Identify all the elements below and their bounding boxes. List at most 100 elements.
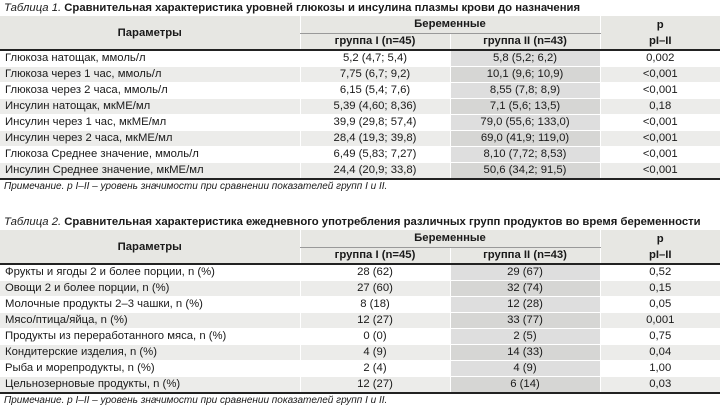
table-2-block: Таблица 2. Сравнительная характеристика … xyxy=(0,214,720,408)
header-group-1: группа I (n=45) xyxy=(299,33,450,51)
table-1-caption: Таблица 1. Сравнительная характеристика … xyxy=(0,0,720,16)
header-params: Параметры xyxy=(0,230,300,265)
table-2-body: Фрукты и ягоды 2 и более порции, n (%) 28… xyxy=(0,263,720,392)
row-group-2-value: 14 (33) xyxy=(449,343,600,360)
header-pregnant: Беременные xyxy=(299,16,600,34)
header-group-2: группа II (n=43) xyxy=(449,247,600,265)
row-p-value: 0,15 xyxy=(599,279,720,296)
row-group-1-value: 39,9 (29,8; 57,4) xyxy=(299,113,450,130)
table-row: Инсулин через 2 часа, мкМЕ/мл 28,4 (19,3;… xyxy=(0,129,720,146)
table-2-caption-number: Таблица 2. xyxy=(4,216,62,228)
row-group-2-value: 6 (14) xyxy=(449,375,600,392)
row-group-1-value: 2 (4) xyxy=(299,359,450,376)
row-group-2-value: 50,6 (34,2; 91,5) xyxy=(449,161,600,178)
header-pregnant: Беременные xyxy=(299,230,600,248)
row-p-value: 1,00 xyxy=(599,359,720,376)
table-row: Кондитерские изделия, n (%) 4 (9) 14 (33) 0… xyxy=(0,343,720,360)
row-parameter: Глюкоза натощак, ммоль/л xyxy=(0,49,300,66)
table-row: Глюкоза натощак, ммоль/л 5,2 (4,7; 5,4) 5,… xyxy=(0,49,720,66)
row-group-1-value: 5,39 (4,60; 8,36) xyxy=(299,97,450,114)
row-group-1-value: 12 (27) xyxy=(299,375,450,392)
row-parameter: Цельнозерновые продукты, n (%) xyxy=(0,375,300,392)
row-p-value: <0,001 xyxy=(599,161,720,178)
row-p-value: <0,001 xyxy=(599,145,720,162)
row-p-value: 0,05 xyxy=(599,295,720,312)
header-group-1: группа I (n=45) xyxy=(299,247,450,265)
row-p-value: 0,52 xyxy=(599,263,720,280)
row-parameter: Овощи 2 и более порции, n (%) xyxy=(0,279,300,296)
row-group-2-value: 2 (5) xyxy=(449,327,600,344)
table-row: Рыба и морепродукты, n (%) 2 (4) 4 (9) 1,00 xyxy=(0,359,720,376)
row-p-value: 0,04 xyxy=(599,343,720,360)
row-group-1-value: 6,49 (5,83; 7,27) xyxy=(299,145,450,162)
row-group-1-value: 5,2 (4,7; 5,4) xyxy=(299,49,450,66)
table-1-caption-number: Таблица 1. xyxy=(4,2,62,14)
row-group-2-value: 8,10 (7,72; 8,53) xyxy=(449,145,600,162)
table-row: Глюкоза через 1 час, ммоль/л 7,75 (6,7; 9… xyxy=(0,65,720,82)
table-row: Инсулин через 1 час, мкМЕ/мл 39,9 (29,8; … xyxy=(0,113,720,130)
row-parameter: Молочные продукты 2–3 чашки, n (%) xyxy=(0,295,300,312)
row-parameter: Инсулин натощак, мкМЕ/мл xyxy=(0,97,300,114)
table-row: Инсулин натощак, мкМЕ/мл 5,39 (4,60; 8,36… xyxy=(0,97,720,114)
table-row: Глюкоза через 2 часа, ммоль/л 6,15 (5,4; … xyxy=(0,81,720,98)
table-row: Молочные продукты 2–3 чашки, n (%) 8 (18)… xyxy=(0,295,720,312)
row-parameter: Инсулин через 2 часа, мкМЕ/мл xyxy=(0,129,300,146)
row-group-2-value: 32 (74) xyxy=(449,279,600,296)
row-group-2-value: 10,1 (9,6; 10,9) xyxy=(449,65,600,82)
table-row: Цельнозерновые продукты, n (%) 12 (27) 6 (… xyxy=(0,375,720,392)
table-row: Фрукты и ягоды 2 и более порции, n (%) 28… xyxy=(0,263,720,280)
row-group-1-value: 8 (18) xyxy=(299,295,450,312)
table-row: Глюкоза Среднее значение, ммоль/л 6,49 (5… xyxy=(0,145,720,162)
row-group-2-value: 29 (67) xyxy=(449,263,600,280)
row-group-2-value: 5,8 (5,2; 6,2) xyxy=(449,49,600,66)
row-group-2-value: 33 (77) xyxy=(449,311,600,328)
row-parameter: Глюкоза через 1 час, ммоль/л xyxy=(0,65,300,82)
table-1-caption-title: Сравнительная характеристика уровней глю… xyxy=(64,2,581,14)
row-parameter: Кондитерские изделия, n (%) xyxy=(0,343,300,360)
row-group-2-value: 79,0 (55,6; 133,0) xyxy=(449,113,600,130)
row-group-2-value: 69,0 (41,9; 119,0) xyxy=(449,129,600,146)
table-row: Овощи 2 и более порции, n (%) 27 (60) 32 (… xyxy=(0,279,720,296)
table-row: Продукты из переработанного мяса, n (%) 0… xyxy=(0,327,720,344)
row-p-value: <0,001 xyxy=(599,113,720,130)
header-params: Параметры xyxy=(0,16,300,51)
row-parameter: Глюкоза через 2 часа, ммоль/л xyxy=(0,81,300,98)
row-parameter: Глюкоза Среднее значение, ммоль/л xyxy=(0,145,300,162)
row-parameter: Фрукты и ягоды 2 и более порции, n (%) xyxy=(0,263,300,280)
table-1-body: Глюкоза натощак, ммоль/л 5,2 (4,7; 5,4) 5,… xyxy=(0,49,720,178)
table-1-note: Примечание. p I–II – уровень значимости … xyxy=(0,178,720,194)
row-p-value: 0,001 xyxy=(599,311,720,328)
row-parameter: Рыба и морепродукты, n (%) xyxy=(0,359,300,376)
table-2-note: Примечание. p I–II – уровень значимости … xyxy=(0,392,720,408)
header-p-sub: pI–II xyxy=(599,247,720,265)
header-group-2: группа II (n=43) xyxy=(449,33,600,51)
row-group-1-value: 28 (62) xyxy=(299,263,450,280)
row-group-1-value: 6,15 (5,4; 7,6) xyxy=(299,81,450,98)
header-p: p xyxy=(599,230,720,247)
table-1-block: Таблица 1. Сравнительная характеристика … xyxy=(0,0,720,194)
header-p-sub: pI–II xyxy=(599,33,720,51)
row-parameter: Инсулин Среднее значение, мкМЕ/мл xyxy=(0,161,300,178)
row-parameter: Инсулин через 1 час, мкМЕ/мл xyxy=(0,113,300,130)
row-p-value: 0,75 xyxy=(599,327,720,344)
row-parameter: Мясо/птица/яйца, n (%) xyxy=(0,311,300,328)
row-p-value: 0,03 xyxy=(599,375,720,392)
row-p-value: 0,18 xyxy=(599,97,720,114)
table-2: Параметры Беременные p группа I (n=45) г… xyxy=(0,230,720,392)
row-group-2-value: 7,1 (5,6; 13,5) xyxy=(449,97,600,114)
row-group-1-value: 12 (27) xyxy=(299,311,450,328)
row-group-2-value: 8,55 (7,8; 8,9) xyxy=(449,81,600,98)
row-p-value: 0,002 xyxy=(599,49,720,66)
row-group-1-value: 0 (0) xyxy=(299,327,450,344)
header-p: p xyxy=(599,16,720,33)
row-p-value: <0,001 xyxy=(599,65,720,82)
table-2-caption-title: Сравнительная характеристика ежедневного… xyxy=(64,216,701,228)
row-group-2-value: 12 (28) xyxy=(449,295,600,312)
row-p-value: <0,001 xyxy=(599,129,720,146)
row-group-1-value: 28,4 (19,3; 39,8) xyxy=(299,129,450,146)
row-p-value: <0,001 xyxy=(599,81,720,98)
row-group-2-value: 4 (9) xyxy=(449,359,600,376)
row-group-1-value: 24,4 (20,9; 33,8) xyxy=(299,161,450,178)
table-row: Инсулин Среднее значение, мкМЕ/мл 24,4 (2… xyxy=(0,161,720,178)
row-group-1-value: 4 (9) xyxy=(299,343,450,360)
